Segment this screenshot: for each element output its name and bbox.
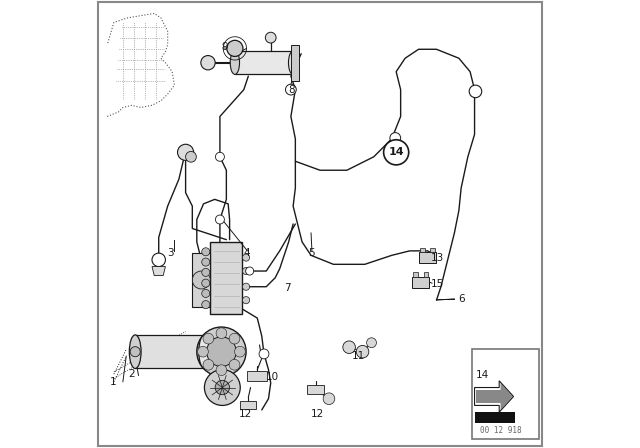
Circle shape: [215, 380, 230, 395]
Text: 00 12 918: 00 12 918: [481, 426, 522, 435]
Circle shape: [343, 341, 355, 353]
Circle shape: [469, 85, 482, 98]
Circle shape: [246, 267, 253, 275]
Circle shape: [243, 297, 250, 304]
Bar: [240, 401, 257, 409]
Circle shape: [202, 301, 210, 309]
Circle shape: [216, 365, 227, 375]
Circle shape: [234, 346, 245, 357]
Circle shape: [198, 346, 209, 357]
Text: 14: 14: [476, 370, 489, 380]
Circle shape: [203, 333, 214, 344]
Bar: [472, 349, 539, 439]
Bar: [476, 390, 500, 403]
Text: 6: 6: [458, 294, 465, 304]
Bar: [307, 385, 324, 394]
Circle shape: [216, 328, 227, 339]
Circle shape: [130, 347, 140, 357]
Bar: [192, 253, 210, 307]
Text: 9: 9: [221, 42, 228, 52]
Bar: [135, 335, 205, 368]
Circle shape: [356, 345, 369, 358]
Bar: [413, 272, 418, 276]
Bar: [430, 247, 435, 252]
Text: 15: 15: [431, 280, 444, 289]
Text: 1: 1: [109, 377, 116, 387]
Circle shape: [259, 349, 269, 359]
Circle shape: [216, 215, 225, 224]
Circle shape: [201, 56, 215, 70]
Circle shape: [216, 152, 225, 161]
Circle shape: [207, 337, 236, 366]
Circle shape: [197, 327, 246, 376]
Bar: [420, 247, 425, 252]
Ellipse shape: [289, 51, 298, 74]
Circle shape: [204, 370, 240, 405]
Circle shape: [229, 333, 240, 344]
Circle shape: [202, 268, 210, 276]
Bar: [419, 252, 436, 263]
Circle shape: [266, 32, 276, 43]
Bar: [484, 363, 495, 379]
Circle shape: [202, 258, 210, 266]
Circle shape: [323, 393, 335, 405]
Bar: [476, 385, 503, 403]
Text: 13: 13: [431, 253, 444, 263]
Circle shape: [202, 279, 210, 287]
Text: 8: 8: [289, 85, 295, 95]
Bar: [235, 51, 293, 74]
Circle shape: [383, 140, 409, 165]
Text: 14: 14: [388, 147, 404, 157]
Text: 11: 11: [352, 351, 365, 361]
Text: 3: 3: [167, 248, 173, 258]
Text: 10: 10: [266, 372, 280, 382]
Circle shape: [177, 144, 194, 160]
Ellipse shape: [230, 51, 239, 74]
Text: 5: 5: [308, 248, 314, 258]
Circle shape: [152, 253, 166, 267]
Bar: [291, 45, 299, 81]
Bar: [412, 276, 429, 288]
Circle shape: [390, 133, 401, 143]
Bar: [475, 412, 515, 423]
Circle shape: [203, 359, 214, 370]
Circle shape: [367, 338, 376, 348]
Circle shape: [186, 151, 196, 162]
Circle shape: [243, 283, 250, 290]
Circle shape: [227, 40, 243, 56]
Circle shape: [285, 84, 296, 95]
Circle shape: [243, 267, 250, 275]
Circle shape: [202, 289, 210, 297]
Bar: [424, 272, 428, 276]
Ellipse shape: [199, 335, 211, 368]
Text: 4: 4: [243, 248, 250, 258]
Text: 12: 12: [311, 409, 324, 419]
Circle shape: [193, 271, 211, 289]
Bar: [248, 371, 267, 381]
Ellipse shape: [484, 356, 495, 370]
Circle shape: [229, 359, 240, 370]
Text: 2: 2: [129, 369, 135, 379]
Bar: [210, 242, 243, 314]
Polygon shape: [152, 267, 166, 276]
Text: 7: 7: [284, 283, 291, 293]
Circle shape: [243, 254, 250, 261]
Bar: [476, 381, 503, 390]
Circle shape: [202, 248, 210, 256]
Text: 12: 12: [239, 409, 252, 419]
Ellipse shape: [129, 335, 141, 368]
Polygon shape: [500, 383, 513, 410]
